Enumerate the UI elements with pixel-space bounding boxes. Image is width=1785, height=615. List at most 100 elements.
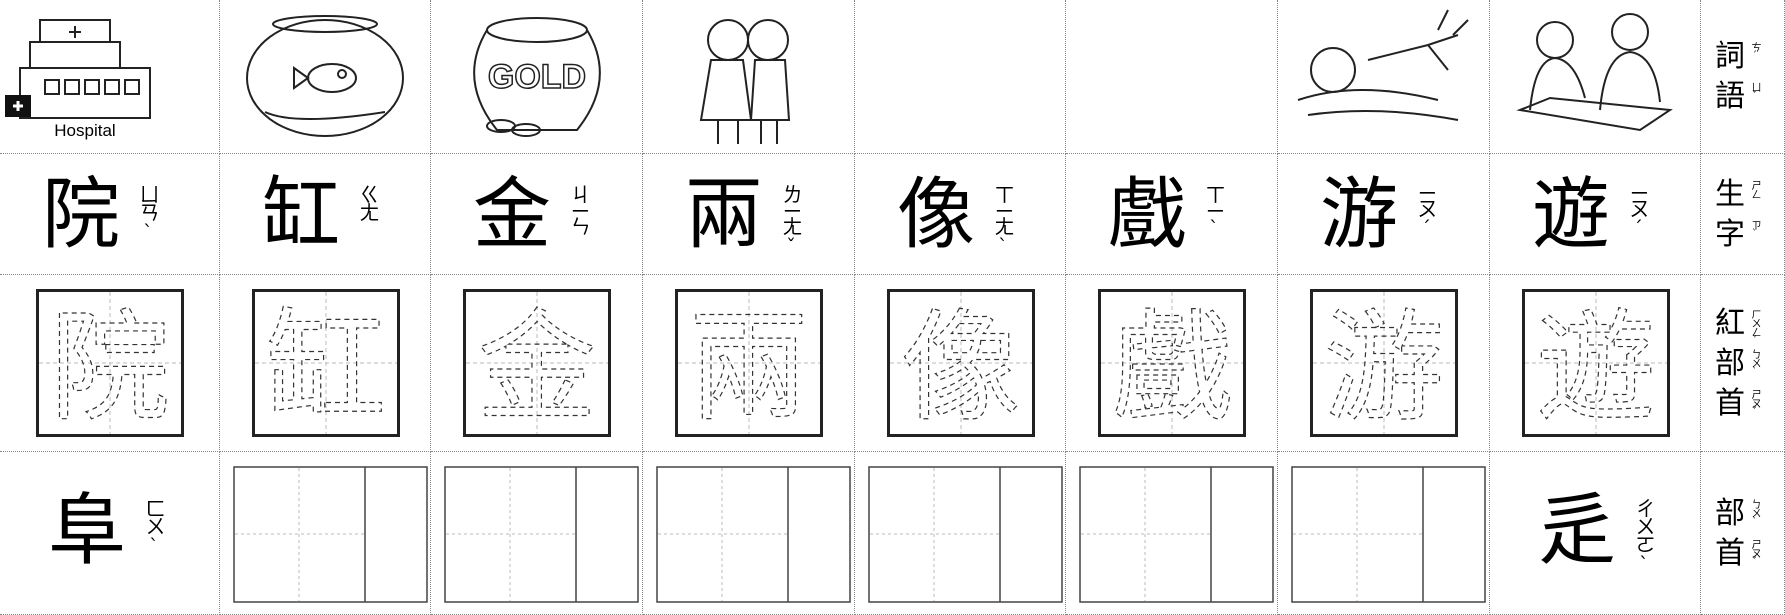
cell: 部ㄅㄨˋ 首ㄕㄡˇ [1701, 452, 1785, 615]
trace-box [675, 289, 823, 437]
trace-character: 金 [477, 299, 597, 437]
cell: 戲 [1066, 275, 1278, 452]
write-box [1291, 466, 1486, 603]
cell [643, 452, 855, 615]
cell: 像 [855, 275, 1066, 452]
drawing: 院 [36, 289, 184, 437]
drawing: GOLD [473, 17, 601, 137]
drawing: 金 [463, 289, 611, 437]
cell [1278, 0, 1490, 154]
cell [220, 452, 431, 615]
cell: 辵ㄔㄨㄛˋ [1490, 452, 1701, 615]
cell: 兩ㄌㄧㄤˇ [643, 154, 855, 275]
row-label: 詞 [1715, 39, 1745, 74]
row-label: 首 [1715, 535, 1745, 571]
cell [1278, 452, 1490, 615]
row-label: 字 [1715, 216, 1745, 252]
zhuyin: ㄧㄡˊ [1414, 184, 1438, 238]
label-zhuyin: ㄅㄨˋ [1749, 348, 1760, 377]
drawing [233, 466, 428, 603]
cell: 遊ㄧㄡˊ [1490, 154, 1701, 275]
character: 金 [473, 170, 552, 260]
zhuyin: ㄌㄧㄤˇ [779, 184, 803, 256]
hospital-sign: Hospital [54, 121, 115, 140]
trace-box [886, 289, 1035, 437]
label-zhuyin: ㄕㄡˇ [1749, 538, 1760, 567]
drawing [1079, 466, 1274, 603]
drawing: 戲 [1098, 289, 1246, 437]
cell: 游ㄧㄡˊ [1278, 154, 1490, 275]
cell [643, 0, 855, 154]
write-box [233, 466, 428, 603]
cell: 阜ㄈㄨˋ [0, 452, 220, 615]
label-zhuyin: ㄗˋ [1749, 219, 1760, 239]
drawing [444, 466, 639, 603]
zhuyin: ㄈㄨˋ [142, 498, 166, 556]
cell [431, 452, 643, 615]
zhuyin: ㄒㄧˋ [1202, 184, 1226, 238]
label-zhuyin: ㄏㄨㄥˊ [1749, 308, 1760, 346]
radical: 辵 [1538, 486, 1617, 576]
row-label: 部 [1715, 345, 1745, 381]
cell [855, 0, 1066, 154]
trace-character: 院 [50, 299, 170, 437]
label-zhuyin: ㄘˊ [1749, 42, 1760, 61]
trace-character: 兩 [689, 299, 809, 437]
drawing: 兩 [675, 289, 823, 437]
drawing: 像 [886, 289, 1035, 437]
cell: 金 [431, 275, 643, 452]
character: 游 [1320, 170, 1399, 260]
cell: 生ㄕㄥ字ㄗˋ [1701, 154, 1785, 275]
zhuyin: ㄍㄤ [356, 184, 380, 220]
trace-character: 缸 [266, 299, 386, 437]
write-box [656, 466, 851, 603]
radical: 阜 [48, 486, 127, 576]
character: 像 [897, 170, 976, 260]
character: 院 [42, 170, 121, 260]
cell [220, 0, 431, 154]
label-zhuyin: ㄕㄥ [1749, 179, 1760, 198]
drawing: 遊 [1521, 289, 1670, 437]
trace-box [1098, 289, 1246, 437]
write-box [444, 466, 639, 603]
zhuyin: ㄔㄨㄛˋ [1632, 498, 1656, 574]
cell: 院 [0, 275, 220, 452]
row-label: 生 [1715, 176, 1745, 212]
drawing [855, 0, 1066, 154]
trace-character: 像 [901, 299, 1021, 437]
cell: Hospital [0, 0, 220, 154]
cell: 像ㄒㄧㄤˋ [855, 154, 1066, 275]
character: 缸 [262, 170, 341, 260]
label-zhuyin: ㄅㄨˋ [1749, 498, 1760, 527]
zhuyin: ㄧㄡˊ [1626, 184, 1650, 238]
trace-box [36, 289, 184, 437]
drawing [1297, 9, 1469, 121]
trace-character: 戲 [1112, 299, 1232, 437]
drawing: 缸 [251, 289, 400, 437]
cell [1066, 0, 1278, 154]
row-label: 首 [1715, 385, 1745, 421]
label-zhuyin: ㄩˇ [1749, 82, 1760, 101]
cell: 戲ㄒㄧˋ [1066, 154, 1278, 275]
cell: 金ㄐㄧㄣ [431, 154, 643, 275]
character: 遊 [1532, 170, 1611, 260]
drawing [1066, 0, 1278, 154]
cell: 紅ㄏㄨㄥˊ 部ㄅㄨˋ 首ㄕㄡˇ [1701, 275, 1785, 452]
cell: 院ㄩㄢˋ [0, 154, 220, 275]
drawing [656, 466, 851, 603]
write-box [1079, 466, 1274, 603]
character: 兩 [685, 170, 764, 260]
cell: 缸 [220, 275, 431, 452]
drawing [1291, 466, 1486, 603]
cell [1066, 452, 1278, 615]
drawing [868, 466, 1063, 603]
character: 戲 [1108, 170, 1187, 260]
drawing [246, 15, 404, 137]
row-label: 語 [1715, 79, 1745, 114]
trace-box [463, 289, 611, 437]
row-label: 紅 [1715, 305, 1745, 341]
trace-box [1310, 289, 1458, 437]
cell: 遊 [1490, 275, 1701, 452]
cell: GOLD [431, 0, 643, 154]
